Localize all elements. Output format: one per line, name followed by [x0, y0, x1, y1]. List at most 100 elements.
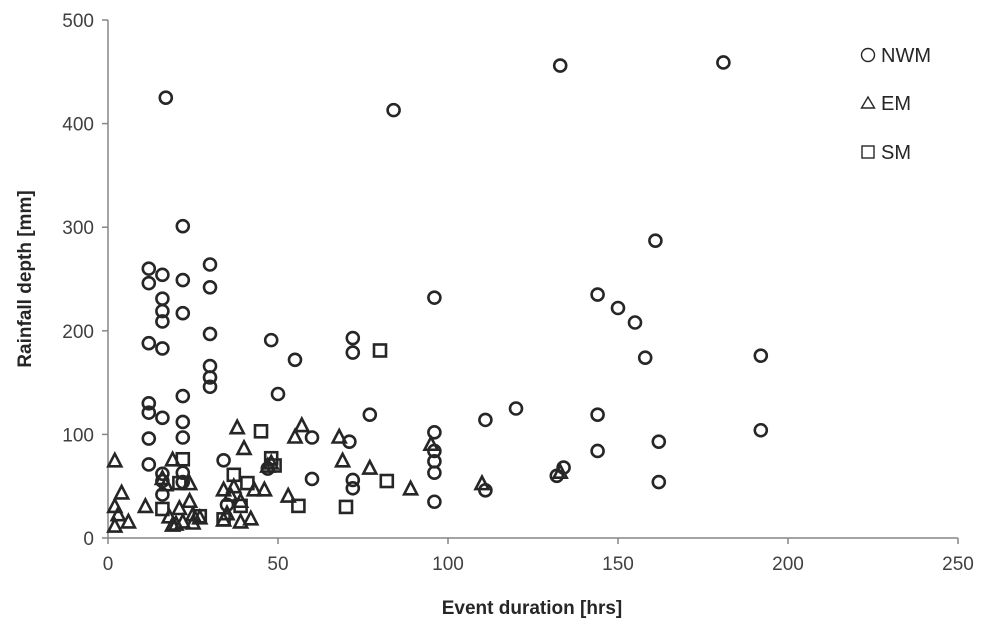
data-point-nwm: [345, 330, 361, 346]
data-point-sm: [379, 473, 395, 489]
data-point-nwm: [345, 480, 361, 496]
data-point-em: [112, 483, 131, 500]
data-point-nwm: [141, 335, 157, 351]
data-point-em: [286, 427, 304, 444]
data-point-em: [180, 491, 199, 509]
axes: [107, 20, 958, 539]
x-tick-label: 0: [103, 554, 114, 575]
data-point-nwm: [155, 267, 170, 283]
data-point-sm: [226, 467, 242, 483]
data-point-nwm: [648, 233, 663, 248]
data-points: [106, 55, 769, 533]
data-point-nwm: [155, 466, 170, 482]
data-point-em: [422, 434, 440, 452]
data-point-nwm: [427, 494, 442, 510]
data-point-sm: [216, 512, 231, 527]
data-point-nwm: [627, 315, 643, 330]
data-point-nwm: [141, 431, 157, 446]
data-point-em: [106, 451, 124, 468]
data-point-sm: [155, 501, 170, 517]
data-point-nwm: [141, 457, 157, 472]
data-point-em: [361, 458, 379, 475]
data-point-nwm: [362, 407, 378, 423]
data-point-sm: [338, 499, 354, 515]
data-point-nwm: [345, 345, 361, 360]
data-point-nwm: [175, 465, 191, 481]
data-point-nwm: [155, 487, 170, 502]
data-point-nwm: [304, 430, 320, 445]
data-point-nwm: [287, 352, 303, 368]
data-point-nwm: [263, 332, 279, 348]
data-point-nwm: [270, 386, 286, 402]
data-point-em: [231, 512, 250, 529]
x-tick-label: 100: [432, 554, 464, 575]
data-point-nwm: [155, 291, 170, 306]
legend-label-em: EM: [881, 93, 911, 115]
y-tick-label: 400: [62, 115, 94, 136]
data-point-nwm: [202, 279, 218, 295]
data-point-sm: [172, 475, 187, 491]
legend-marker-sm: [861, 145, 875, 159]
data-point-nwm: [427, 425, 442, 440]
y-tick-label: 500: [62, 11, 94, 32]
data-point-em: [106, 516, 124, 533]
data-point-nwm: [216, 452, 231, 468]
data-point-nwm: [155, 314, 170, 329]
data-point-sm: [372, 343, 388, 358]
data-point-em: [225, 476, 243, 494]
data-point-nwm: [155, 410, 170, 426]
data-point-em: [119, 512, 138, 529]
y-axis-title: Rainfall depth [mm]: [15, 190, 36, 367]
data-point-em: [242, 509, 260, 526]
y-tick-label: 0: [83, 529, 94, 550]
data-point-nwm: [753, 422, 769, 438]
data-point-nwm: [141, 396, 157, 411]
data-point-nwm: [202, 379, 218, 395]
data-point-em: [157, 474, 175, 492]
data-point-em: [214, 480, 233, 497]
data-point-nwm: [552, 58, 568, 73]
x-tick-label: 250: [942, 554, 974, 575]
data-point-em: [235, 438, 253, 456]
legend-marker-em: [860, 95, 876, 109]
data-point-nwm: [202, 370, 218, 385]
data-point-sm: [233, 498, 248, 514]
data-point-nwm: [753, 348, 769, 363]
data-point-nwm: [478, 412, 493, 428]
data-point-nwm: [386, 102, 401, 118]
data-point-nwm: [175, 272, 191, 288]
data-point-em: [551, 462, 569, 480]
data-point-nwm: [716, 55, 731, 70]
x-tick-label: 50: [267, 554, 288, 575]
data-point-em: [473, 473, 491, 491]
data-point-nwm: [637, 350, 653, 366]
data-point-nwm: [590, 287, 605, 302]
data-point-nwm: [427, 465, 442, 481]
data-point-nwm: [141, 275, 157, 291]
data-point-nwm: [175, 305, 191, 321]
data-point-em: [333, 451, 352, 468]
legend-label-sm: SM: [881, 142, 911, 164]
data-point-nwm: [427, 290, 442, 305]
data-point-em: [255, 480, 274, 497]
data-point-nwm: [610, 300, 626, 316]
data-point-em: [330, 427, 348, 444]
data-point-nwm: [158, 90, 174, 105]
data-point-sm: [192, 508, 208, 524]
data-point-nwm: [345, 472, 361, 488]
data-point-nwm: [651, 474, 667, 490]
x-ticks: 0 50 100 150 200 250: [103, 538, 974, 575]
x-tick-label: 200: [772, 554, 804, 575]
y-tick-label: 300: [62, 218, 94, 239]
data-point-em: [228, 417, 246, 435]
data-point-nwm: [141, 261, 157, 276]
data-point-sm: [240, 475, 255, 491]
data-point-nwm: [590, 407, 605, 423]
data-point-nwm: [175, 388, 191, 404]
data-point-nwm: [175, 218, 191, 234]
data-point-sm: [253, 423, 269, 439]
data-point-sm: [267, 458, 282, 473]
y-tick-label: 200: [62, 322, 94, 343]
data-point-nwm: [141, 405, 157, 420]
